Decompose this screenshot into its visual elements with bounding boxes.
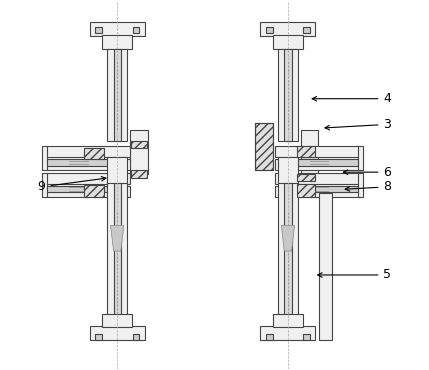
- Bar: [255, 122, 272, 170]
- Bar: [90, 326, 145, 340]
- Bar: [275, 186, 360, 197]
- Bar: [45, 186, 130, 197]
- Bar: [260, 326, 315, 340]
- Bar: [255, 122, 272, 170]
- Text: 5: 5: [317, 269, 391, 282]
- Polygon shape: [131, 141, 147, 148]
- Bar: [284, 183, 292, 326]
- Bar: [278, 183, 298, 326]
- Bar: [103, 35, 132, 49]
- Bar: [358, 173, 363, 197]
- Bar: [95, 27, 102, 33]
- Bar: [107, 49, 127, 141]
- Bar: [114, 49, 121, 141]
- Bar: [107, 183, 127, 326]
- Bar: [278, 49, 298, 141]
- Polygon shape: [297, 184, 315, 197]
- Bar: [279, 186, 358, 192]
- Bar: [114, 183, 121, 326]
- Bar: [42, 147, 48, 170]
- Bar: [95, 334, 102, 340]
- Bar: [358, 147, 363, 170]
- Polygon shape: [111, 225, 124, 251]
- Bar: [45, 147, 130, 158]
- Bar: [48, 159, 127, 166]
- Text: 6: 6: [343, 166, 391, 179]
- Polygon shape: [84, 185, 104, 197]
- Bar: [301, 130, 318, 174]
- Bar: [279, 159, 358, 166]
- Text: 3: 3: [325, 118, 391, 131]
- Bar: [275, 147, 360, 158]
- Bar: [278, 158, 298, 185]
- Bar: [48, 186, 127, 192]
- Bar: [42, 173, 48, 197]
- Polygon shape: [297, 147, 315, 158]
- Bar: [275, 159, 360, 170]
- Polygon shape: [84, 148, 104, 159]
- Polygon shape: [131, 170, 147, 178]
- Bar: [275, 173, 360, 184]
- Bar: [133, 334, 139, 340]
- Text: 4: 4: [312, 92, 391, 105]
- Bar: [103, 313, 132, 327]
- Bar: [107, 158, 127, 185]
- Bar: [284, 49, 292, 141]
- Bar: [303, 27, 310, 33]
- Bar: [266, 334, 272, 340]
- Text: 9: 9: [38, 176, 106, 194]
- Bar: [45, 159, 130, 170]
- Bar: [319, 194, 332, 340]
- Bar: [273, 313, 302, 327]
- Polygon shape: [297, 174, 315, 181]
- Bar: [260, 22, 315, 36]
- Bar: [273, 35, 302, 49]
- Bar: [133, 27, 139, 33]
- Bar: [90, 22, 145, 36]
- Bar: [266, 27, 272, 33]
- Text: 8: 8: [345, 180, 391, 194]
- Bar: [45, 173, 130, 184]
- Polygon shape: [281, 225, 295, 251]
- Bar: [130, 130, 148, 174]
- Bar: [303, 334, 310, 340]
